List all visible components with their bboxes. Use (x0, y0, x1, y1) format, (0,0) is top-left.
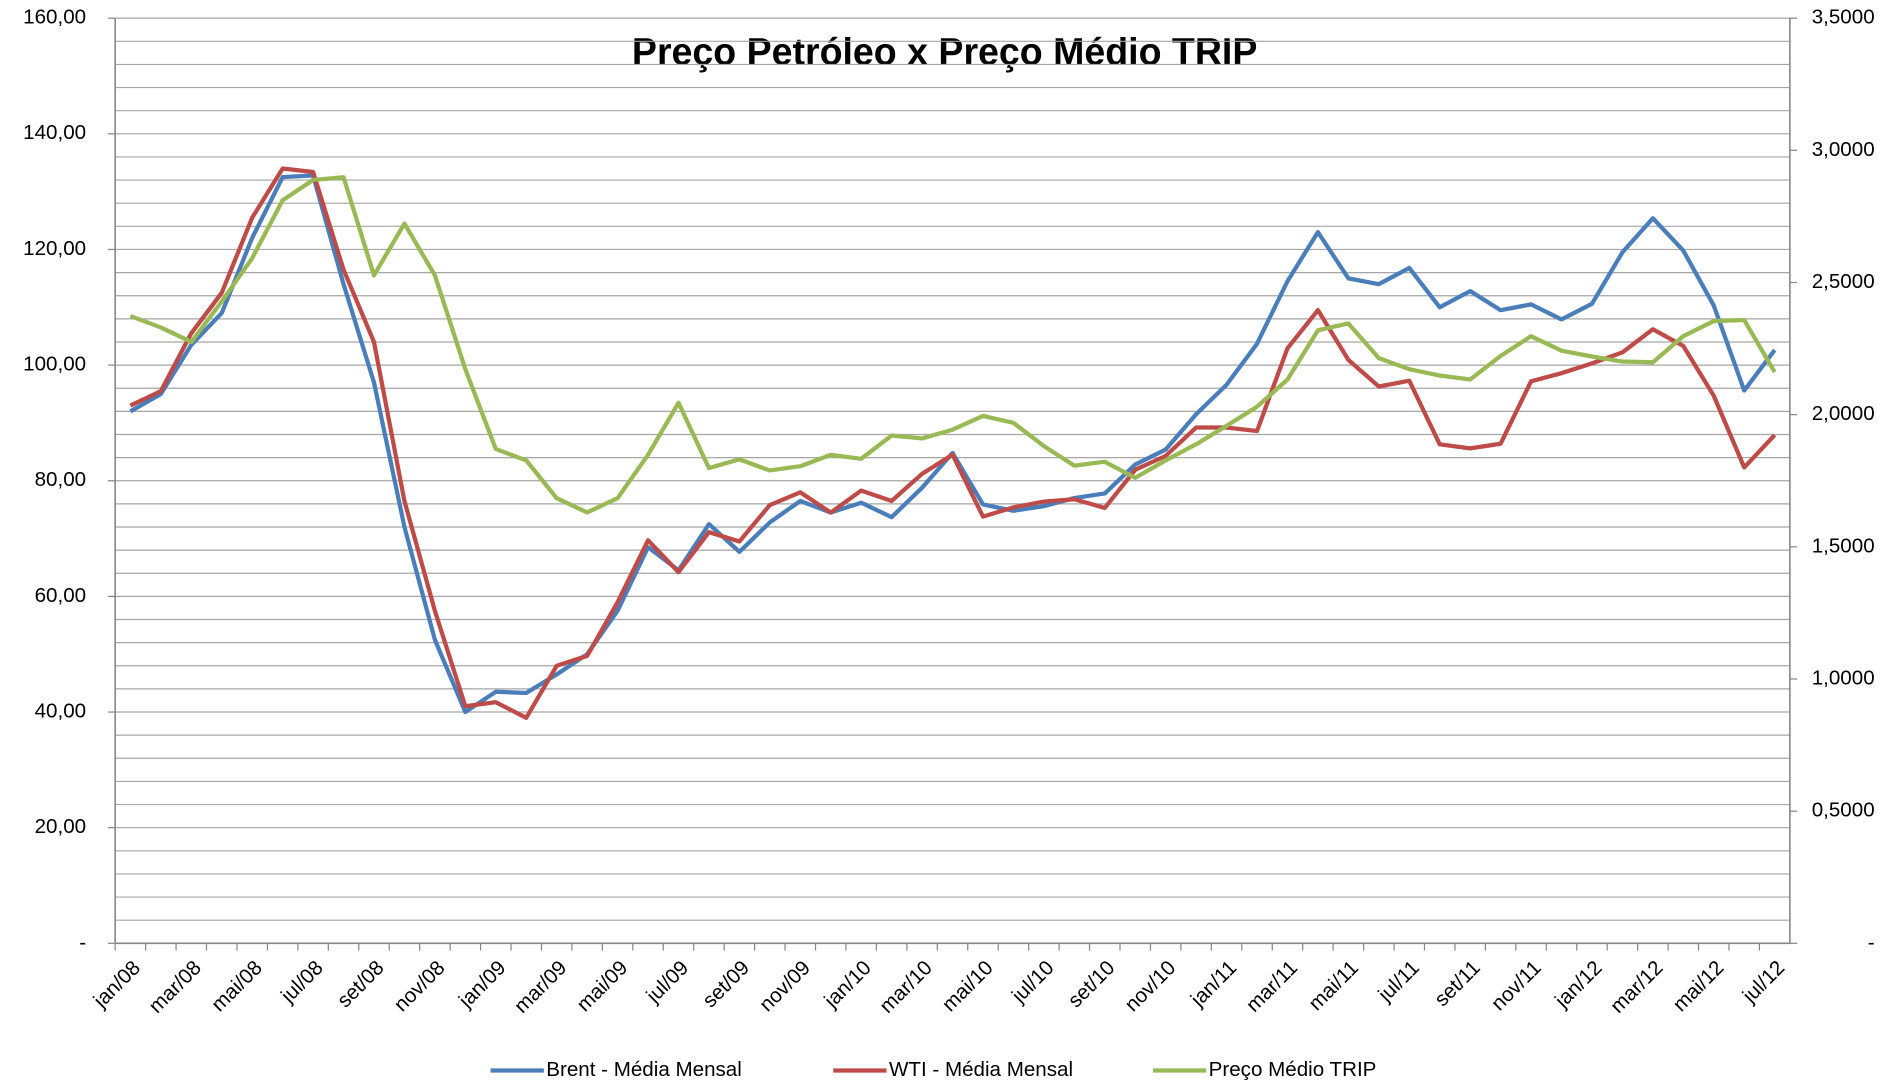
series-line (129, 173, 1777, 715)
series-line (129, 175, 1777, 515)
x-tick-label: jan/08 (88, 956, 145, 1013)
x-tick-label: jan/10 (819, 956, 876, 1013)
x-tick-label: mai/08 (207, 956, 267, 1016)
x-tick-label: jan/12 (1550, 956, 1607, 1013)
y-tick-label: - (79, 931, 86, 954)
x-tick-label: nov/08 (390, 956, 450, 1016)
x-tick-label: jan/09 (454, 956, 511, 1013)
legend-label: Preço Médio TRIP (1209, 1058, 1377, 1081)
y-tick-label: 100,00 (23, 353, 86, 376)
y2-tick-label: 2,0000 (1812, 402, 1875, 425)
y-tick-label: 40,00 (35, 699, 87, 722)
y-tick-label: 160,00 (23, 6, 86, 29)
y2-tick-label: 3,5000 (1812, 6, 1875, 29)
y2-tick-label: 1,0000 (1812, 666, 1875, 689)
x-tick-label: jul/12 (1738, 956, 1790, 1008)
x-tick-label: set/09 (698, 956, 754, 1012)
x-tick-label: jul/10 (1007, 956, 1059, 1008)
legend-label: Brent - Média Mensal (546, 1058, 742, 1081)
x-tick-label: jul/09 (641, 956, 693, 1008)
y-tick-label: 60,00 (35, 584, 87, 607)
y-tick-label: 80,00 (35, 468, 87, 491)
chart-title: Preço Petróleo x Preço Médio TRIP (632, 30, 1257, 72)
x-tick-label: set/11 (1430, 956, 1485, 1011)
x-tick-label: mai/10 (938, 956, 998, 1016)
legend-item: WTI - Média Mensal (833, 1058, 1073, 1081)
x-tick-label: mai/12 (1668, 956, 1728, 1016)
x-tick-label: mar/12 (1606, 956, 1668, 1018)
x-tick-label: mai/11 (1304, 956, 1363, 1015)
y-tick-label: 120,00 (23, 237, 86, 260)
y2-tick-label: 0,5000 (1812, 799, 1875, 822)
x-tick-label: jan/11 (1186, 956, 1242, 1012)
y2-tick-label: 3,0000 (1812, 138, 1875, 161)
x-tick-label: mar/09 (510, 956, 572, 1018)
y-tick-label: 20,00 (35, 815, 87, 838)
y2-tick-label: 2,5000 (1812, 270, 1875, 293)
x-tick-label: mar/08 (144, 956, 206, 1018)
x-tick-label: jul/11 (1373, 956, 1424, 1007)
legend-item: Brent - Média Mensal (490, 1058, 742, 1081)
legend-label: WTI - Média Mensal (889, 1058, 1073, 1081)
y2-tick-label: - (1868, 931, 1875, 954)
x-tick-label: set/10 (1064, 956, 1120, 1012)
x-tick-label: mar/11 (1242, 956, 1302, 1016)
legend-item: Preço Médio TRIP (1152, 1058, 1377, 1081)
y2-tick-label: 1,5000 (1812, 534, 1875, 557)
x-tick-label: mar/10 (875, 956, 937, 1018)
x-tick-label: nov/09 (755, 956, 815, 1016)
y-tick-label: 140,00 (23, 121, 86, 144)
x-tick-label: nov/10 (1120, 956, 1180, 1016)
x-tick-label: set/08 (333, 956, 389, 1012)
x-tick-label: nov/11 (1487, 956, 1546, 1015)
x-tick-label: jul/08 (276, 956, 328, 1008)
series-line (129, 166, 1777, 720)
x-tick-label: mai/09 (572, 956, 632, 1016)
